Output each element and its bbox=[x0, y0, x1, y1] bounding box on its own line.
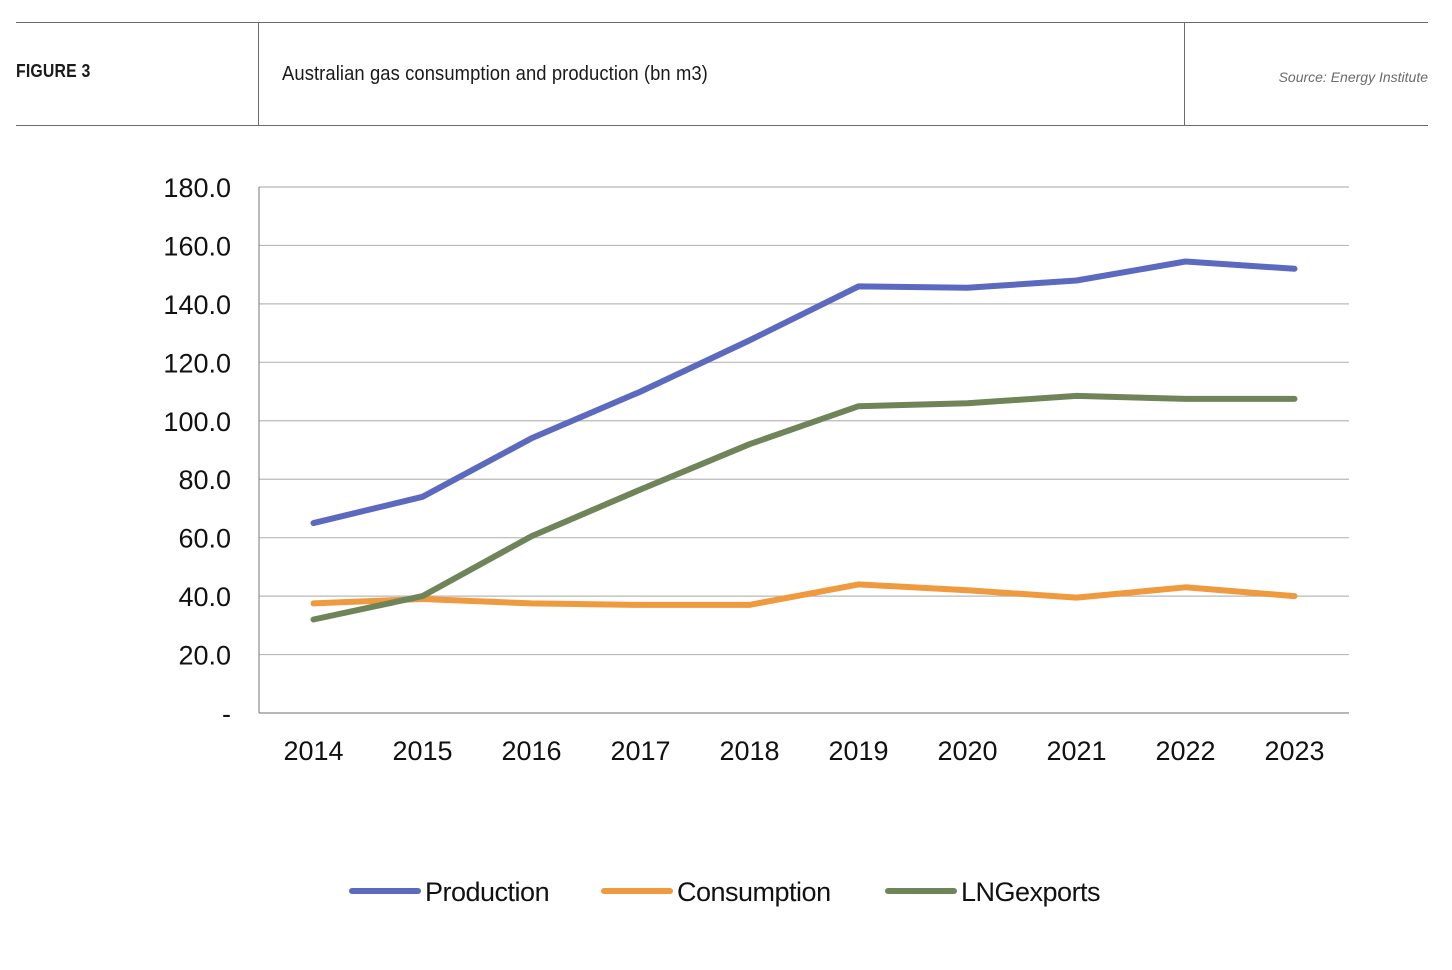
y-axis-ticks: - 20.0 40.0 60.0 80.0 100.0 120.0 140.0 160.0 180… bbox=[163, 173, 231, 729]
y-tick-label: 120.0 bbox=[163, 348, 231, 378]
x-tick-label: 2021 bbox=[1046, 736, 1106, 766]
x-tick-label: 2022 bbox=[1155, 736, 1215, 766]
y-tick-label: 20.0 bbox=[178, 641, 231, 671]
figure-source: Source: Energy Institute bbox=[1278, 69, 1428, 85]
legend-label-lngexports: LNGexports bbox=[961, 877, 1100, 907]
header-divider-right bbox=[1184, 23, 1185, 126]
y-tick-label: 60.0 bbox=[178, 524, 231, 554]
figure-title: Australian gas consumption and productio… bbox=[282, 63, 708, 85]
x-tick-label: 2014 bbox=[283, 736, 343, 766]
figure-header: FIGURE 3 Australian gas consumption and … bbox=[16, 22, 1428, 126]
legend-label-consumption: Consumption bbox=[677, 877, 831, 907]
x-tick-label: 2016 bbox=[501, 736, 561, 766]
header-divider-left bbox=[258, 23, 259, 126]
x-axis-ticks: 2014 2015 2016 2017 2018 2019 2020 2021 2022 2023 bbox=[283, 736, 1324, 766]
x-tick-label: 2015 bbox=[392, 736, 452, 766]
gridlines bbox=[259, 186, 1349, 656]
axes bbox=[258, 187, 1349, 714]
series-line-production bbox=[310, 258, 1298, 527]
x-tick-label: 2023 bbox=[1264, 736, 1324, 766]
y-tick-label: - bbox=[222, 699, 231, 729]
y-tick-label: 160.0 bbox=[163, 231, 231, 261]
legend-label-production: Production bbox=[425, 877, 549, 907]
series-line-consumption bbox=[310, 581, 1298, 608]
x-tick-label: 2018 bbox=[719, 736, 779, 766]
y-tick-label: 100.0 bbox=[163, 407, 231, 437]
x-tick-label: 2020 bbox=[937, 736, 997, 766]
series-lines bbox=[310, 258, 1298, 623]
chart-legend: Production Consumption LNGexports bbox=[349, 877, 1101, 907]
series-line-lng-exports bbox=[310, 392, 1298, 623]
y-tick-label: 40.0 bbox=[178, 582, 231, 612]
x-tick-label: 2017 bbox=[610, 736, 670, 766]
y-tick-label: 140.0 bbox=[163, 290, 231, 320]
y-tick-label: 180.0 bbox=[163, 173, 231, 203]
y-tick-label: 80.0 bbox=[178, 465, 231, 495]
x-tick-label: 2019 bbox=[828, 736, 888, 766]
figure-label: FIGURE 3 bbox=[16, 61, 91, 81]
